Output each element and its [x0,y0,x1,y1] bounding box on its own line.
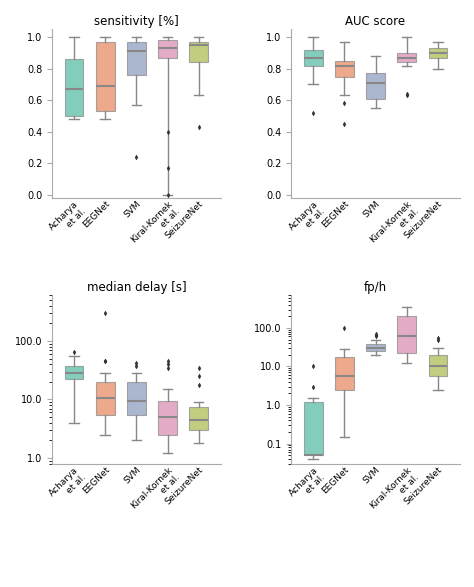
PathPatch shape [335,357,354,390]
PathPatch shape [397,316,416,353]
PathPatch shape [428,355,447,376]
PathPatch shape [158,401,177,435]
PathPatch shape [428,48,447,58]
PathPatch shape [127,42,146,75]
PathPatch shape [190,42,208,62]
PathPatch shape [366,344,385,351]
Title: median delay [s]: median delay [s] [87,281,186,294]
PathPatch shape [96,42,115,111]
PathPatch shape [64,59,83,116]
Title: fp/h: fp/h [364,281,387,294]
Title: AUC score: AUC score [346,15,406,28]
Title: sensitivity [%]: sensitivity [%] [94,15,179,28]
PathPatch shape [158,41,177,58]
PathPatch shape [335,61,354,76]
PathPatch shape [96,382,115,414]
PathPatch shape [397,53,416,62]
PathPatch shape [127,382,146,414]
PathPatch shape [366,73,385,99]
PathPatch shape [304,50,322,66]
PathPatch shape [64,366,83,379]
PathPatch shape [304,402,322,455]
PathPatch shape [190,407,208,430]
